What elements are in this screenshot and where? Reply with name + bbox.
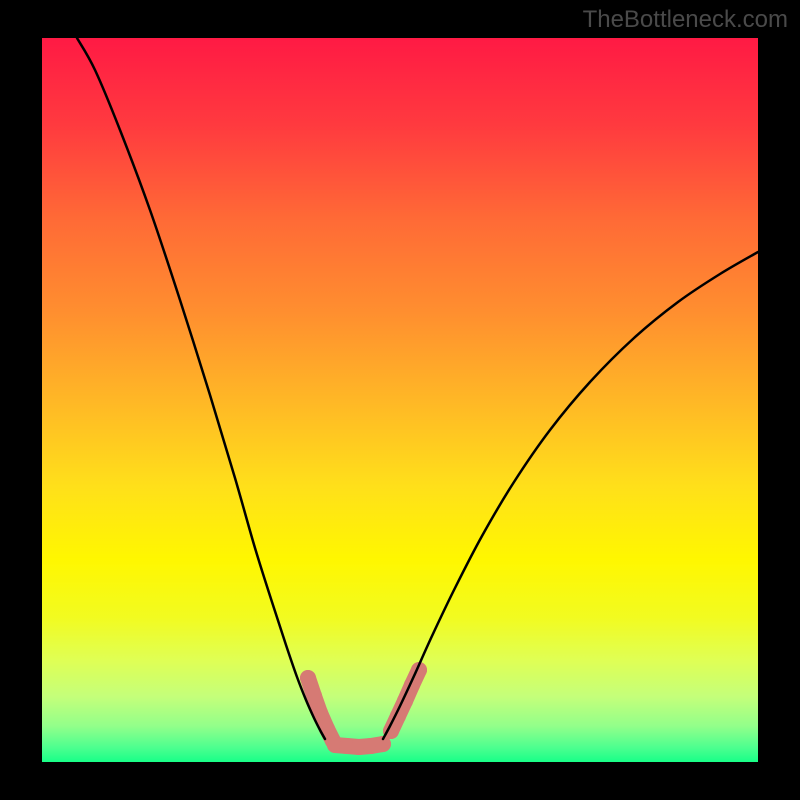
plot-background [42,38,758,762]
chart-container: TheBottleneck.com [0,0,800,800]
watermark-text: TheBottleneck.com [583,6,788,34]
chart-svg [0,0,800,800]
marker-dot [300,670,316,686]
marker-dot [306,688,322,704]
